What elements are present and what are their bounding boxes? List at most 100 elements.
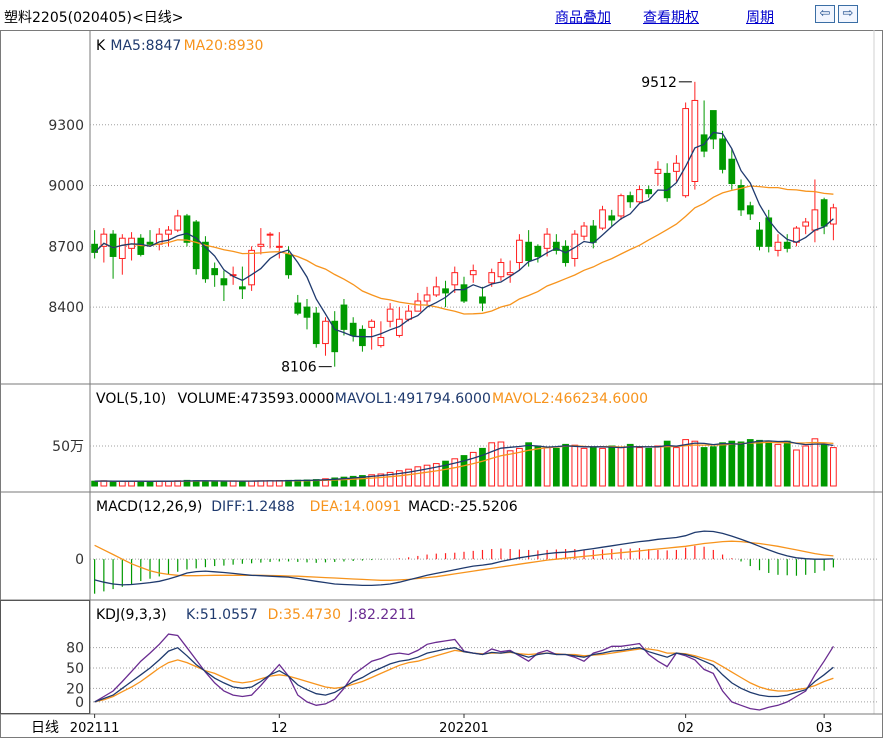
volume-bar bbox=[497, 441, 505, 487]
volume-bar bbox=[211, 480, 219, 487]
price-panel-label: K bbox=[96, 38, 106, 54]
candle-body bbox=[211, 268, 219, 276]
candle-body bbox=[359, 328, 366, 347]
candle-body bbox=[516, 239, 523, 264]
candle-body bbox=[765, 217, 773, 247]
volume-bar bbox=[811, 438, 819, 487]
candle-body bbox=[137, 237, 145, 255]
x-tick-label: 02 bbox=[677, 721, 694, 736]
prev-arrow-icon[interactable]: ⇦ bbox=[815, 5, 835, 23]
volume-bar bbox=[479, 447, 486, 487]
volume-bar bbox=[700, 447, 708, 487]
candle-body bbox=[451, 272, 459, 286]
volume-bar bbox=[451, 458, 459, 487]
diff-line bbox=[94, 530, 834, 587]
d-legend: D:35.4730 bbox=[268, 607, 341, 623]
candle-body bbox=[257, 243, 265, 247]
mavol1-line bbox=[94, 440, 834, 482]
volume-bar bbox=[691, 440, 699, 487]
volume-bar bbox=[709, 446, 717, 487]
candle-body bbox=[691, 99, 699, 182]
chart-area: 8400 8700 9000 9300 9512 8106 K MA5:8847 MA20:89… bbox=[0, 30, 883, 738]
candle-body bbox=[543, 233, 551, 249]
macd-value-legend: MACD:-25.5206 bbox=[408, 499, 518, 515]
price-tick-label: 9000 bbox=[48, 179, 84, 195]
volume-bar bbox=[488, 442, 496, 487]
candle-body bbox=[608, 215, 616, 221]
candle-body bbox=[488, 272, 496, 284]
volume-bar bbox=[460, 455, 468, 487]
volume-bar bbox=[359, 475, 366, 487]
candle-body bbox=[728, 158, 736, 185]
candle-body bbox=[275, 245, 283, 248]
candle-body bbox=[617, 195, 625, 217]
candle-body bbox=[118, 237, 126, 259]
volume-bar bbox=[506, 450, 514, 487]
volume-bar bbox=[830, 447, 837, 487]
ma20-legend: MA20:8930 bbox=[184, 38, 264, 54]
volume-bar bbox=[146, 480, 154, 487]
x-tick-label: 03 bbox=[816, 721, 833, 736]
candle-body bbox=[469, 270, 477, 276]
candle-body bbox=[682, 108, 689, 197]
volume-bar bbox=[442, 460, 449, 487]
volume-bar bbox=[719, 442, 726, 487]
x-tick-label: 202201 bbox=[439, 721, 489, 736]
candle-body bbox=[793, 227, 800, 243]
volume-bar bbox=[608, 445, 616, 487]
x-tick-label: 12 bbox=[271, 721, 288, 736]
volume-bar bbox=[432, 463, 440, 487]
candle-body bbox=[414, 300, 422, 312]
high-annotation: 9512 bbox=[641, 75, 677, 91]
next-arrow-icon[interactable]: ⇨ bbox=[838, 5, 858, 23]
candle-body bbox=[109, 233, 117, 257]
volume-bar bbox=[654, 445, 662, 487]
commodity-overlay-link[interactable]: 商品叠加 bbox=[555, 10, 611, 26]
volume-bar bbox=[423, 464, 431, 487]
volume-bar bbox=[349, 475, 357, 487]
volume-bar bbox=[589, 447, 597, 487]
candle-body bbox=[192, 221, 200, 270]
candle-body bbox=[636, 189, 643, 203]
candle-body bbox=[349, 322, 357, 336]
volume-bar bbox=[128, 480, 135, 487]
candle-body bbox=[368, 320, 376, 328]
mavol2-legend: MAVOL2:466234.6000 bbox=[492, 391, 648, 407]
candle-body bbox=[525, 241, 533, 262]
candle-body bbox=[174, 215, 182, 231]
period-link[interactable]: 周期 bbox=[746, 10, 774, 26]
candle-body bbox=[820, 199, 828, 227]
volume-bar bbox=[552, 447, 560, 487]
candle-body bbox=[719, 138, 726, 170]
volume-bar bbox=[682, 439, 689, 487]
view-options-link[interactable]: 查看期权 bbox=[643, 10, 699, 26]
price-tick-label: 9300 bbox=[48, 118, 84, 134]
volume-bar bbox=[774, 443, 782, 487]
volume-bar bbox=[580, 447, 588, 487]
j-legend: J:82.2211 bbox=[348, 607, 416, 623]
candle-body bbox=[811, 209, 819, 231]
ma5-line bbox=[94, 131, 834, 338]
candle-body bbox=[322, 320, 329, 345]
candle-body bbox=[534, 245, 542, 257]
candle-body bbox=[589, 225, 597, 243]
candle-body bbox=[405, 310, 412, 320]
volume-bar bbox=[645, 447, 653, 487]
ma5-legend: MA5:8847 bbox=[110, 38, 181, 54]
ma20-line bbox=[94, 185, 834, 315]
candle-body bbox=[100, 233, 108, 247]
volume-bar bbox=[368, 474, 376, 487]
volume-bar bbox=[414, 466, 422, 487]
chart-title: 塑料2205(020405)<日线> bbox=[4, 10, 184, 26]
volume-bar bbox=[802, 445, 810, 487]
dea-line bbox=[94, 540, 834, 581]
volume-bar bbox=[663, 440, 671, 487]
candle-body bbox=[285, 253, 292, 276]
candle-body bbox=[165, 229, 172, 235]
volume-bar bbox=[820, 443, 828, 487]
k-legend: K:51.0557 bbox=[186, 607, 258, 623]
candle-body bbox=[737, 185, 745, 211]
volume-legend: VOLUME:473593.0000 bbox=[178, 391, 335, 407]
volume-panel-label: VOL(5,10) bbox=[96, 391, 166, 407]
candle-body bbox=[303, 306, 311, 318]
